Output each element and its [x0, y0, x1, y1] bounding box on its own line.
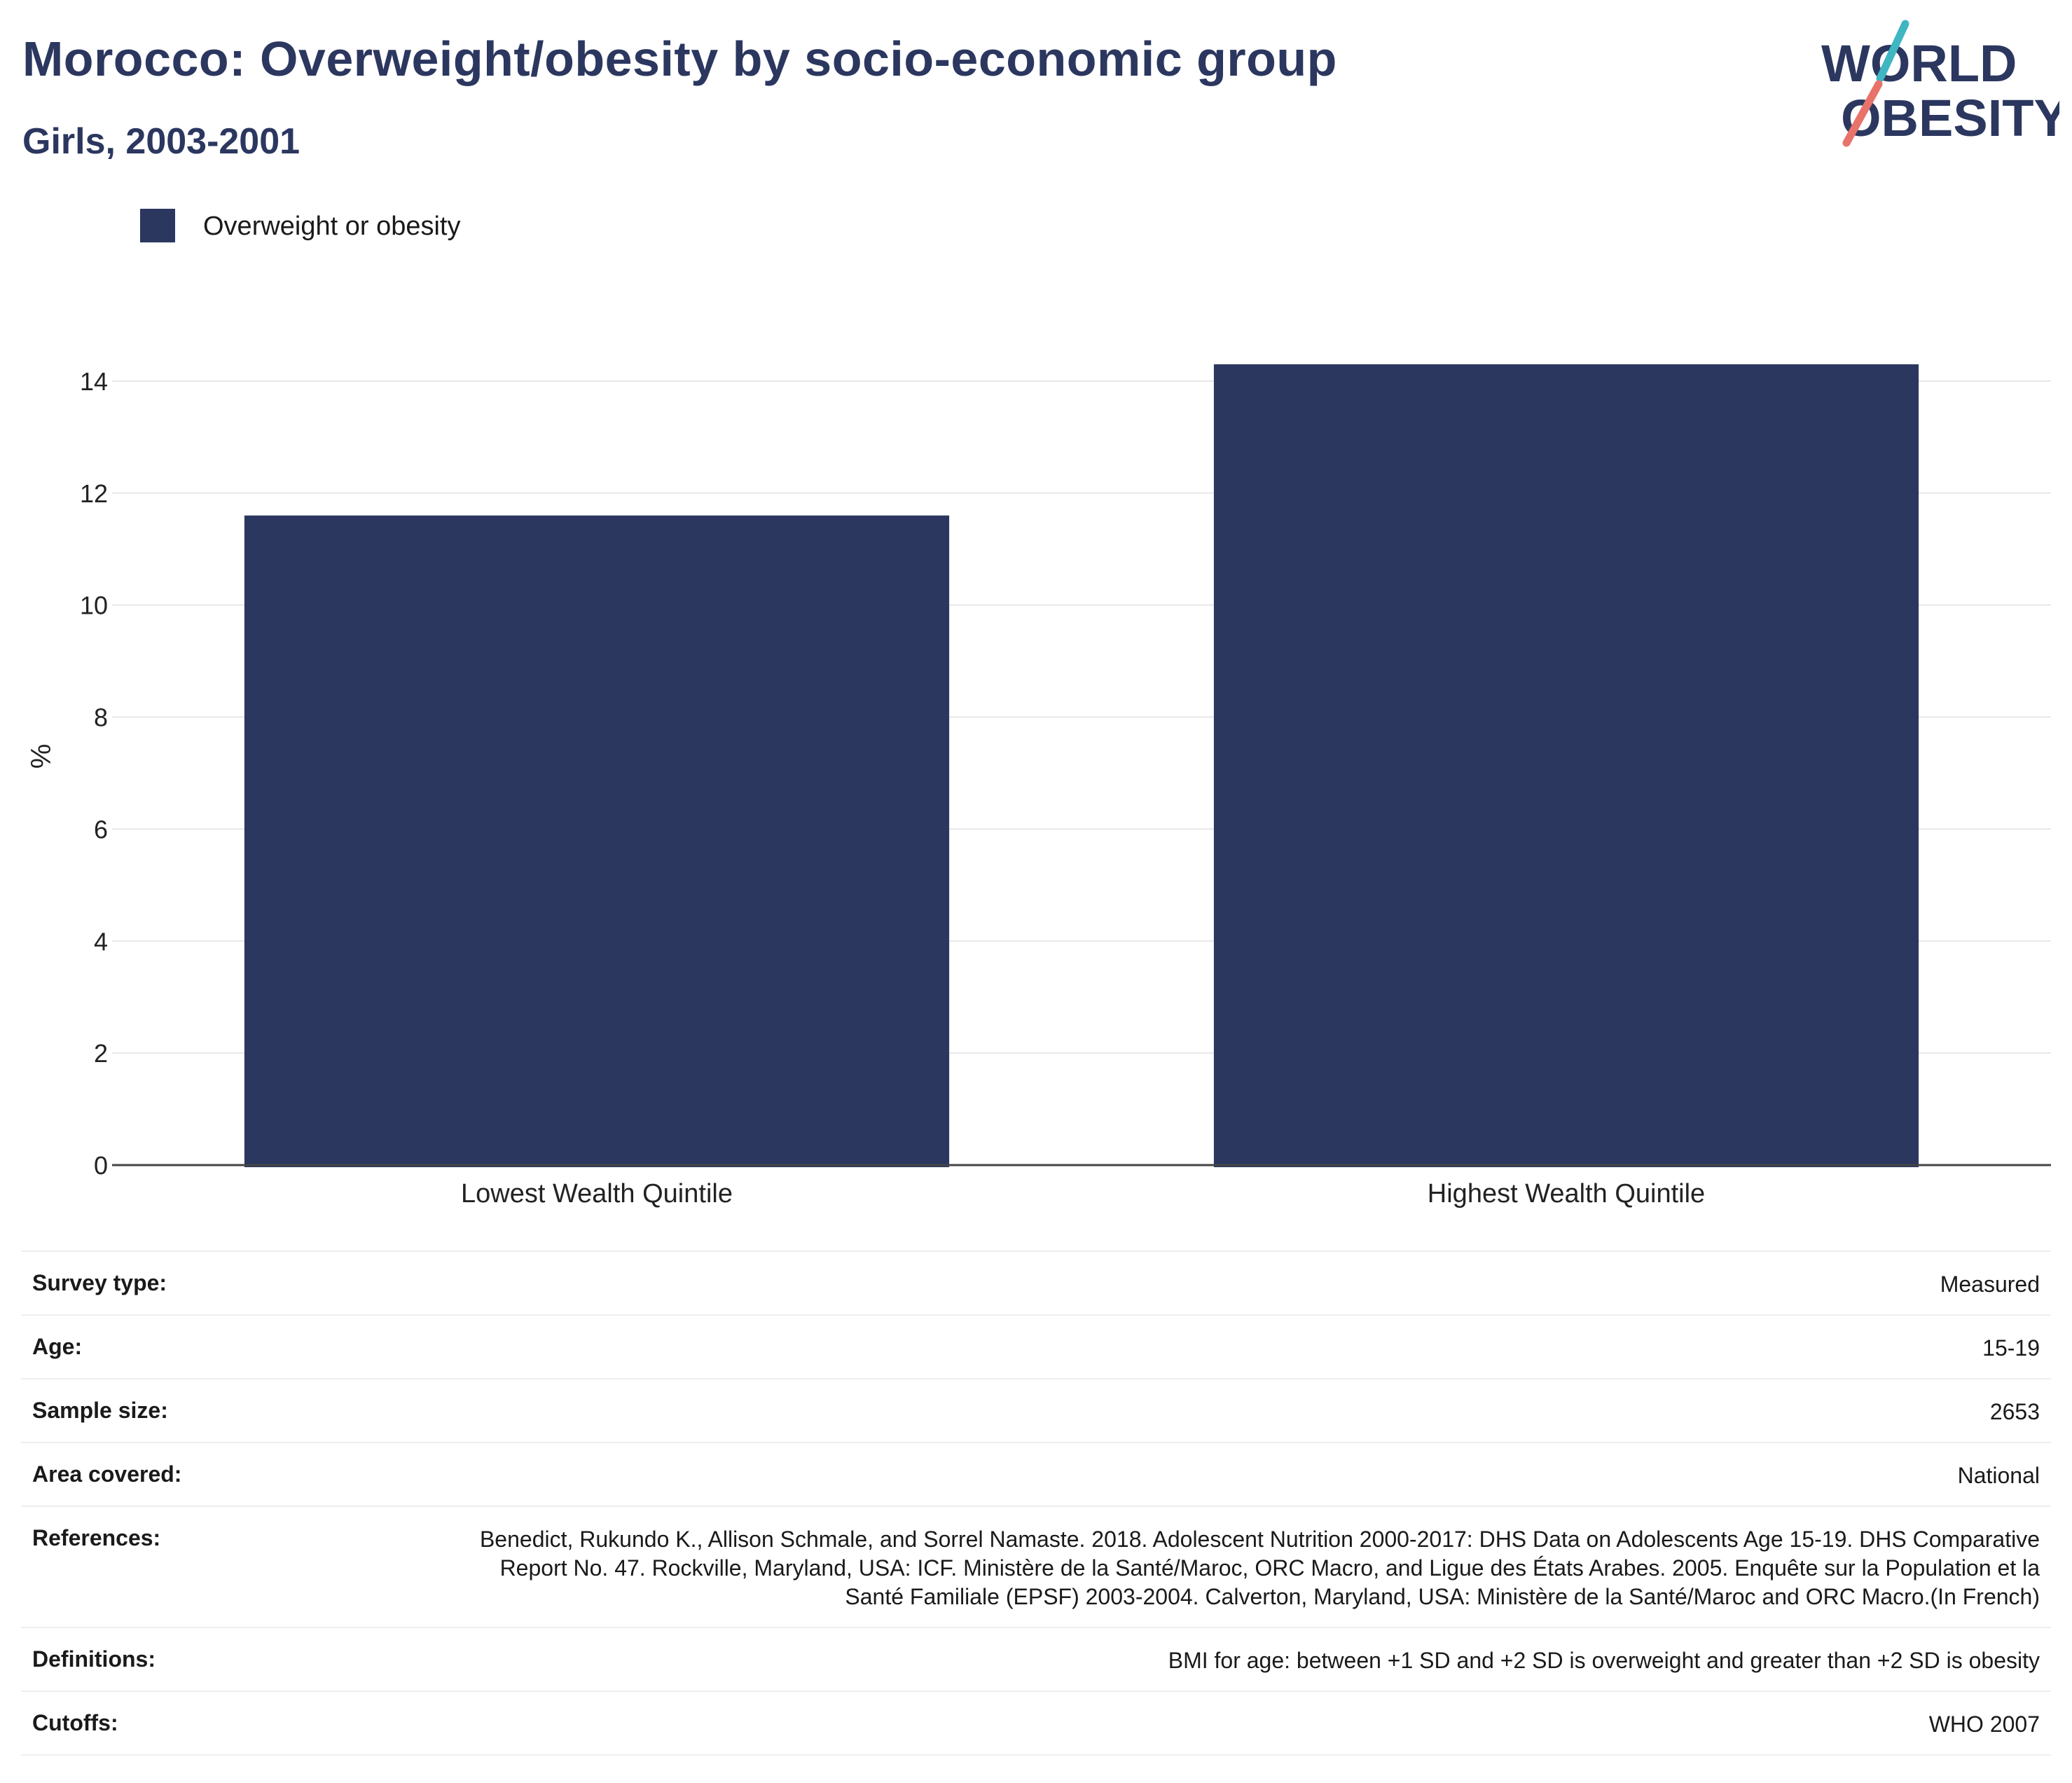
info-row: Definitions: BMI for age: between +1 SD a…	[21, 1627, 2051, 1691]
info-row: References: Benedict, Rukundo K., Allison…	[21, 1506, 2051, 1627]
info-value: 15-19	[1982, 1335, 2040, 1361]
info-key: Area covered:	[32, 1461, 182, 1487]
info-row: Sample size: 2653	[21, 1378, 2051, 1442]
y-tick-label: 2	[94, 1039, 108, 1068]
survey-info-table: Survey type: Measured Age: 15-19 Sample size…	[21, 1251, 2051, 1756]
info-value: BMI for age: between +1 SD and +2 SD is …	[1168, 1648, 2040, 1673]
info-row: Survey type: Measured	[21, 1251, 2051, 1314]
info-key: Age:	[32, 1334, 83, 1359]
y-tick-label: 0	[94, 1151, 108, 1180]
x-tick-label: Lowest Wealth Quintile	[461, 1179, 733, 1209]
bar	[244, 515, 950, 1167]
y-tick-label: 4	[94, 927, 108, 956]
info-row: Age: 15-19	[21, 1314, 2051, 1378]
legend-swatch	[140, 209, 175, 242]
x-tick-label: Highest Wealth Quintile	[1428, 1179, 1705, 1209]
info-value: 2653	[1989, 1399, 2040, 1424]
bar	[1213, 364, 1919, 1167]
info-key: Definitions:	[32, 1646, 156, 1672]
logo-line-obesity: OBESITY	[1841, 89, 2059, 147]
info-value: Measured	[1940, 1272, 2040, 1297]
info-value: WHO 2007	[1928, 1712, 2040, 1737]
info-row: Area covered: National	[21, 1442, 2051, 1506]
info-key: References:	[32, 1525, 161, 1550]
y-tick-label: 8	[94, 703, 108, 732]
info-value: Benedict, Rukundo K., Allison Schmale, a…	[479, 1527, 2040, 1609]
info-key: Sample size:	[32, 1398, 168, 1423]
chart-subtitle: Girls, 2003-2001	[22, 121, 301, 162]
chart-title: Morocco: Overweight/obesity by socio-eco…	[22, 32, 1337, 86]
bar-chart: 0 2 4 6 8 10 12 14 Lowest Wealth Quintile Highest…	[26, 364, 2051, 1209]
y-tick-label: 6	[94, 815, 108, 844]
y-tick-label: 14	[80, 367, 108, 396]
y-tick-label: 10	[80, 591, 108, 620]
info-key: Cutoffs:	[32, 1710, 118, 1735]
logo-line-world: WORLD	[1821, 34, 2017, 92]
info-row: Cutoffs: WHO 2007	[21, 1691, 2051, 1756]
logo-slash-coral	[1842, 80, 1883, 147]
info-key: Survey type:	[32, 1270, 167, 1295]
world-obesity-logo: WORLD OBESITY	[1821, 20, 2059, 147]
legend-label: Overweight or obesity	[203, 212, 461, 241]
y-axis-label: %	[26, 744, 57, 769]
logo-slash-teal	[1876, 20, 1909, 83]
y-tick-label: 12	[80, 479, 108, 508]
info-value: National	[1957, 1463, 2040, 1488]
